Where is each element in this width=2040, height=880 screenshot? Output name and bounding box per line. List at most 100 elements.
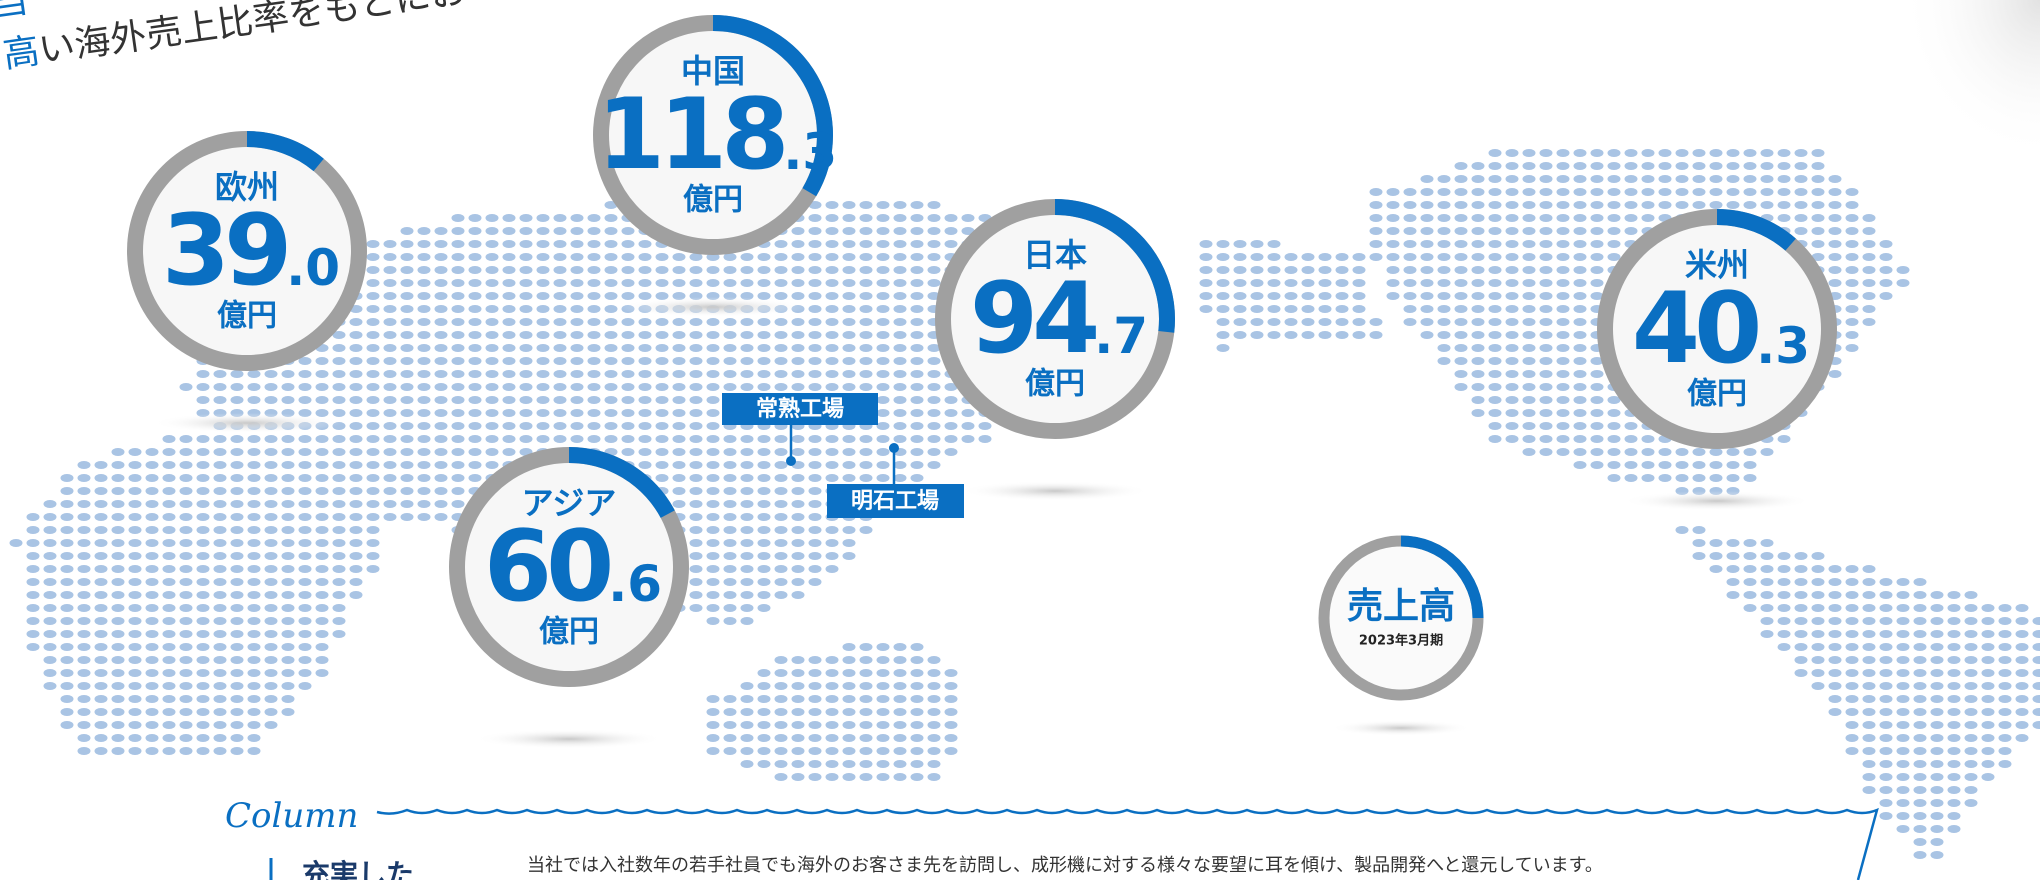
map-dot xyxy=(825,721,839,729)
map-dot xyxy=(468,253,482,261)
map-dot xyxy=(1471,305,1485,313)
map-dot xyxy=(502,318,516,326)
map-dot xyxy=(723,474,737,482)
map-dot xyxy=(1930,812,1944,820)
map-dot xyxy=(927,695,941,703)
map-dot xyxy=(876,422,890,430)
map-dot xyxy=(706,344,720,352)
map-dot xyxy=(689,344,703,352)
map-dot xyxy=(434,370,448,378)
map-dot xyxy=(689,500,703,508)
map-dot xyxy=(298,487,312,495)
map-dot xyxy=(128,552,142,560)
map-dot xyxy=(1981,656,1995,664)
map-dot xyxy=(162,721,176,729)
map-dot xyxy=(1913,708,1927,716)
map-dot xyxy=(1641,474,1655,482)
map-dot xyxy=(162,630,176,638)
map-dot xyxy=(43,526,57,534)
map-dot xyxy=(536,292,550,300)
shadow xyxy=(618,297,808,317)
map-dot xyxy=(1420,214,1434,222)
map-dot xyxy=(247,734,261,742)
map-dot xyxy=(604,357,618,365)
map-dot xyxy=(1658,162,1672,170)
map-dot xyxy=(893,266,907,274)
map-dot xyxy=(179,578,193,586)
map-dot xyxy=(604,253,618,261)
map-dot xyxy=(264,721,278,729)
map-dot xyxy=(230,565,244,573)
map-dot xyxy=(1845,643,1859,651)
map-dot xyxy=(43,682,57,690)
map-dot xyxy=(859,682,873,690)
map-dot xyxy=(791,591,805,599)
map-dot xyxy=(366,461,380,469)
map-dot xyxy=(43,513,57,521)
map-dot xyxy=(128,682,142,690)
map-dot xyxy=(519,318,533,326)
map-dot xyxy=(859,773,873,781)
map-dot xyxy=(1233,305,1247,313)
map-dot xyxy=(1913,825,1927,833)
map-dot xyxy=(1743,604,1757,612)
map-dot xyxy=(1794,552,1808,560)
map-dot xyxy=(893,773,907,781)
map-dot xyxy=(1199,266,1213,274)
map-dot xyxy=(1590,162,1604,170)
map-dot xyxy=(264,656,278,664)
map-dot xyxy=(315,656,329,664)
map-dot xyxy=(349,331,363,339)
map-dot xyxy=(876,331,890,339)
map-dot xyxy=(1505,331,1519,339)
map-dot xyxy=(230,383,244,391)
map-dot xyxy=(213,474,227,482)
map-dot xyxy=(842,682,856,690)
share-arc xyxy=(1716,209,1796,251)
map-dot xyxy=(383,435,397,443)
map-dot xyxy=(893,656,907,664)
map-dot xyxy=(621,396,635,404)
map-dot xyxy=(1539,227,1553,235)
map-dot xyxy=(213,630,227,638)
map-dot xyxy=(876,773,890,781)
map-dot xyxy=(740,591,754,599)
map-dot xyxy=(400,344,414,352)
map-dot xyxy=(417,435,431,443)
map-dot xyxy=(910,422,924,430)
map-dot xyxy=(757,461,771,469)
map-dot xyxy=(519,370,533,378)
map-dot xyxy=(910,409,924,417)
map-dot xyxy=(638,344,652,352)
map-dot xyxy=(723,266,737,274)
map-dot xyxy=(196,461,210,469)
map-dot xyxy=(247,396,261,404)
map-dot xyxy=(1658,474,1672,482)
map-dot xyxy=(94,552,108,560)
map-dot xyxy=(230,643,244,651)
map-dot xyxy=(1505,396,1519,404)
shadows xyxy=(152,297,1812,749)
map-dot xyxy=(1590,448,1604,456)
value-dec: .7 xyxy=(1094,307,1148,365)
map-dot xyxy=(1301,331,1315,339)
map-dot xyxy=(1998,656,2012,664)
map-dot xyxy=(1318,292,1332,300)
map-dot xyxy=(893,695,907,703)
map-dot xyxy=(1828,188,1842,196)
map-dot xyxy=(1522,175,1536,183)
map-dot xyxy=(2015,708,2029,716)
map-dot xyxy=(1539,175,1553,183)
map-dot xyxy=(1624,474,1638,482)
map-dot xyxy=(570,344,584,352)
map-dot xyxy=(1488,227,1502,235)
map-dot xyxy=(927,682,941,690)
value-dec: .3 xyxy=(783,123,837,181)
region-value: 118.3 xyxy=(597,78,837,192)
map-dot xyxy=(434,461,448,469)
map-dot xyxy=(1522,344,1536,352)
map-dot xyxy=(1301,292,1315,300)
map-dot xyxy=(281,669,295,677)
map-dot xyxy=(1896,669,1910,677)
map-dot xyxy=(740,721,754,729)
